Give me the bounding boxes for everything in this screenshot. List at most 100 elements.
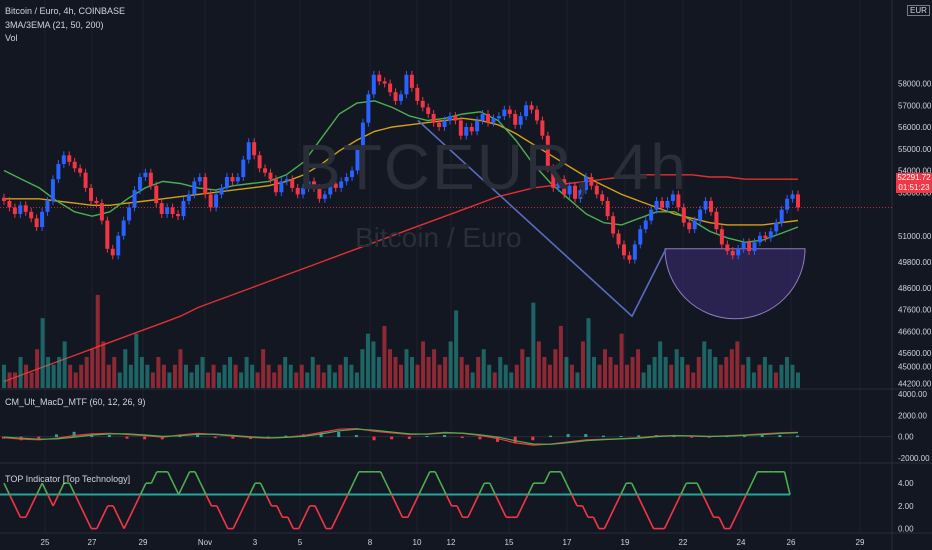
volume-bar: [255, 372, 260, 388]
candle-body: [480, 113, 485, 121]
top-indicator-segment: [57, 482, 65, 495]
top-indicator-segment: [641, 505, 649, 518]
volume-bar: [503, 364, 508, 388]
top-indicator-panel[interactable]: [0, 471, 791, 530]
volume-bar: [277, 364, 282, 388]
top-indicator-segment: [696, 482, 704, 495]
watermark-symbol: BTCEUR, 4h: [298, 131, 688, 203]
macd-histogram-bar: [548, 435, 552, 438]
candle-body: [458, 120, 463, 136]
candle-body: [322, 194, 327, 199]
candle-body: [747, 242, 752, 251]
volume-bar: [128, 364, 133, 388]
price-tick-label: 55000.00: [898, 145, 932, 154]
volume-bar: [189, 372, 194, 388]
candle-body: [475, 120, 480, 132]
volume-bar: [261, 349, 266, 388]
volume-bar: [13, 372, 18, 388]
macd-legend[interactable]: CM_Ult_MacD_MTF (60, 12, 26, 9): [5, 397, 146, 407]
currency-badge[interactable]: EUR: [907, 5, 930, 16]
candle-body: [545, 135, 550, 169]
symbol-legend[interactable]: Bitcoin / Euro, 4h, COINBASE: [5, 6, 126, 16]
macd-histogram-bar: [337, 431, 341, 438]
macd-histogram-bar: [54, 434, 58, 438]
volume-bar: [68, 364, 73, 388]
time-tick-label: 27: [88, 538, 97, 547]
macd-histogram-bar: [213, 436, 217, 439]
candle-body: [714, 211, 719, 230]
candle-body: [382, 81, 387, 84]
volume-bar: [206, 372, 211, 388]
time-tick-label: 17: [563, 538, 572, 547]
volume-bar: [365, 333, 370, 388]
last-price-label: 52291.72: [896, 173, 932, 183]
volume-bar: [603, 349, 608, 388]
candle-body: [230, 177, 235, 182]
top-indicator-legend[interactable]: TOP Indicator [Top Technology]: [5, 474, 131, 484]
candle-body: [121, 220, 126, 236]
volume-bar: [740, 364, 745, 388]
candle-body: [404, 74, 409, 95]
candle-body: [116, 235, 121, 256]
volume-bar: [272, 372, 277, 388]
volume-bar: [404, 349, 409, 388]
candle-body: [774, 222, 779, 232]
candle-body: [687, 222, 692, 230]
candle-body: [214, 194, 219, 208]
volume-bar: [90, 349, 95, 388]
vol-legend[interactable]: Vol: [5, 33, 18, 43]
candle-body: [295, 187, 300, 195]
candle-body: [665, 200, 670, 208]
macd-histogram-bar: [72, 431, 76, 438]
volume-bar: [57, 356, 62, 388]
candle-body: [2, 197, 6, 201]
top-indicator-segment: [276, 505, 284, 518]
macd-histogram-bar: [372, 436, 376, 441]
candle-body: [578, 190, 583, 199]
candle-body: [616, 233, 621, 245]
top-indicator-segment: [36, 482, 43, 495]
candle-body: [589, 177, 594, 186]
candle-body: [78, 168, 83, 173]
volume-bar: [371, 341, 376, 388]
candle-body: [371, 74, 376, 95]
candle-body: [165, 207, 170, 214]
candle-body: [154, 185, 159, 204]
candle-body: [692, 220, 697, 230]
volume-bar: [509, 372, 514, 388]
candle-body: [442, 120, 447, 127]
volume-bar: [117, 372, 122, 388]
volume-bar: [349, 364, 354, 388]
price-panel[interactable]: [0, 70, 892, 383]
volume-bar: [123, 349, 128, 388]
candle-body: [83, 172, 88, 188]
volume-bar: [625, 364, 630, 388]
top-indicator-segment: [319, 516, 327, 529]
macd-tick-label: 0.00: [898, 433, 914, 442]
volume-bar: [476, 356, 481, 388]
price-tick-label: 54000.00: [898, 167, 932, 176]
time-tick-label: 22: [679, 538, 688, 547]
time-tick-label: 19: [621, 538, 630, 547]
volume-bar: [498, 356, 503, 388]
top-indicator-segment: [467, 505, 475, 518]
volume-bar: [608, 356, 613, 388]
volume-bar: [779, 364, 784, 388]
volume-bar: [183, 364, 188, 388]
ma-legend[interactable]: 3MA/3EMA (21, 50, 200): [5, 20, 104, 30]
volume-bar: [145, 364, 150, 388]
top-indicator-segment: [527, 482, 535, 495]
top-indicator-segment: [123, 516, 131, 529]
macd-tick-label: 4000.00: [898, 390, 927, 399]
macd-panel[interactable]: [0, 427, 892, 446]
top-indicator-segment: [478, 482, 486, 495]
top-indicator-segment: [489, 482, 496, 495]
volume-bar: [239, 372, 244, 388]
candle-body: [290, 179, 295, 188]
volume-bar: [597, 364, 602, 388]
candle-body: [562, 179, 567, 195]
volume-bar: [669, 364, 674, 388]
macd-histogram-bar: [478, 436, 482, 440]
candle-body: [61, 155, 66, 164]
